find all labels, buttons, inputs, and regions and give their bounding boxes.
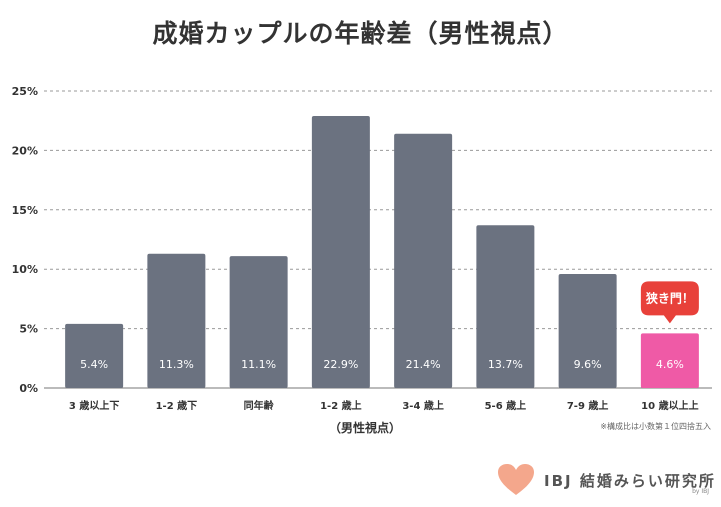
bar (147, 253, 206, 388)
data-label: 4.6% (656, 358, 684, 371)
y-tick-label: 5% (19, 323, 38, 336)
heart-icon (498, 464, 534, 495)
x-tick-label: 1-2 歳上 (320, 399, 362, 412)
y-tick-label: 0% (19, 382, 38, 395)
brand-sub: by IBJ (692, 488, 709, 495)
data-label: 9.6% (574, 358, 602, 371)
y-tick-label: 15% (12, 204, 38, 217)
callout-bubble: 狭き門！ (640, 281, 699, 324)
bar (311, 115, 370, 388)
bar (476, 225, 535, 388)
callout-shape (640, 281, 699, 324)
bar (229, 256, 288, 388)
callout-text: 狭き門！ (645, 290, 694, 305)
bars (65, 115, 699, 388)
data-label: 5.4% (80, 358, 108, 371)
bar (558, 273, 617, 388)
y-tick-label: 20% (12, 144, 38, 157)
labels: 0% 5% 10% 15% 20% 25% 5.4% 3 歳以上下 11.3% 1-2 歳下 11.… (12, 85, 699, 412)
chart-title: 成婚カップルの年齢差（男性視点） (152, 19, 569, 48)
y-tick-label: 10% (12, 263, 38, 276)
data-label: 22.9% (323, 358, 358, 371)
data-label: 11.1% (241, 358, 276, 371)
x-tick-label: 1-2 歳下 (156, 399, 198, 412)
y-tick-label: 25% (12, 85, 38, 98)
bar (640, 333, 699, 388)
footnote: ※構成比は小数第１位四捨五入 (600, 421, 711, 431)
x-tick-label: 同年齢 (244, 399, 275, 412)
x-tick-label: 5-6 歳上 (485, 399, 527, 412)
data-label: 21.4% (406, 358, 441, 371)
x-axis-title: （男性視点） (329, 420, 401, 435)
x-tick-label: 3-4 歳上 (402, 399, 444, 412)
x-tick-label: 7-9 歳上 (567, 399, 609, 412)
bar (394, 133, 453, 388)
bar (65, 323, 124, 388)
x-tick-label: 10 歳以上上 (641, 399, 698, 412)
x-tick-label: 3 歳以上下 (69, 399, 119, 412)
data-label: 13.7% (488, 358, 523, 371)
brand-logo: IBJ 結婚みらい研究所 (496, 460, 716, 500)
brand-name: IBJ 結婚みらい研究所 (544, 471, 716, 490)
data-label: 11.3% (159, 358, 194, 371)
